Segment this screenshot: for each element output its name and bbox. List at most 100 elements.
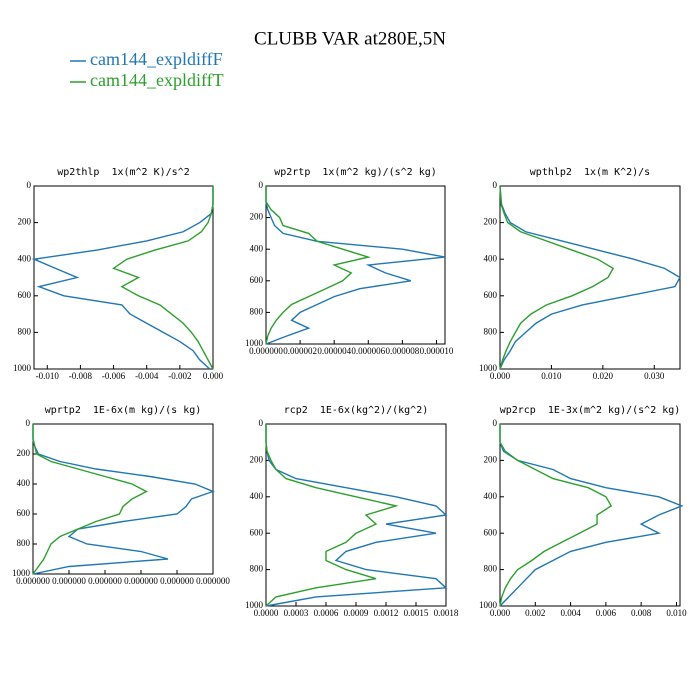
profile-line — [265, 424, 448, 607]
x-tick-label: -0.010 — [36, 371, 60, 381]
x-tick-label: 0.000 — [490, 608, 511, 618]
profile-line — [265, 186, 371, 345]
y-tick-label: 0 — [493, 418, 498, 428]
x-tick-label: 0.000000 — [196, 576, 230, 586]
x-tick-label: 0.010 — [541, 371, 562, 381]
y-tick-label: 200 — [250, 454, 264, 464]
plot-frame — [265, 185, 446, 345]
subplot-title: wp2rtp 1x(m^2 kg)/(s^2 kg) — [274, 167, 437, 178]
x-tick-label: 0.030 — [644, 371, 665, 381]
subplot-title: wp2rcp 1E-3x(m^2 kg)/(s^2 kg) — [500, 405, 681, 416]
y-tick-label: 1000 — [245, 600, 264, 610]
x-tick-label: 0.0012 — [374, 608, 399, 618]
y-tick-label: 1000 — [245, 338, 264, 348]
x-tick-label: 0.0018 — [434, 608, 459, 618]
y-tick-label: 200 — [484, 454, 498, 464]
y-tick-label: 800 — [484, 326, 498, 336]
subplot: wprtp2 1E-6x(m kg)/(s kg) 0 200 400 600 800 10… — [12, 405, 230, 586]
profile-line — [265, 186, 446, 345]
legend-label: cam144_expldiffT — [90, 70, 224, 90]
x-tick-label: 0.0006 — [314, 608, 339, 618]
y-tick-label: 1000 — [12, 568, 31, 578]
subplot: wpthlp2 1x(m K^2)/s 0 200 400 600 800 10000.00… — [479, 167, 681, 381]
profile-line — [265, 424, 399, 607]
x-tick-label: 0.000006 — [351, 346, 385, 356]
y-tick-label: 600 — [250, 527, 264, 537]
y-tick-label: 400 — [250, 491, 264, 501]
subplot: wp2thlp 1x(m^2 K)/s^2 0 200 400 600 800 1000 -0… — [13, 167, 224, 381]
x-tick-label: 0.010 — [666, 608, 687, 618]
x-tick-label: 0.000000 — [16, 576, 50, 586]
subplot-title: wp2thlp 1x(m^2 K)/s^2 — [57, 167, 189, 178]
y-tick-label: 600 — [250, 275, 264, 285]
x-tick-label: 0.020 — [593, 371, 614, 381]
x-tick-label: 0.000010 — [420, 346, 454, 356]
x-tick-label: 0.008 — [631, 608, 652, 618]
x-tick-label: 0.000000 — [88, 576, 122, 586]
x-tick-label: -0.004 — [135, 371, 159, 381]
x-tick-label: 0.000004 — [317, 346, 351, 356]
plot-frame — [499, 423, 681, 607]
x-tick-label: -0.002 — [168, 371, 191, 381]
x-tick-label: 0.000000 — [124, 576, 158, 586]
y-tick-label: 200 — [484, 217, 498, 227]
y-tick-label: 1000 — [479, 600, 498, 610]
x-tick-label: 0.000 — [203, 371, 224, 381]
y-tick-label: 800 — [18, 326, 32, 336]
profile-line — [499, 424, 613, 607]
y-tick-label: 800 — [484, 564, 498, 574]
profile-line — [499, 185, 615, 370]
y-tick-label: 0 — [259, 180, 264, 190]
plot-frame — [33, 185, 214, 370]
x-tick-label: 0.004 — [560, 608, 581, 618]
y-tick-label: 800 — [17, 538, 31, 548]
y-tick-label: 0 — [27, 180, 32, 190]
y-tick-label: 600 — [484, 527, 498, 537]
plot-frame — [32, 423, 214, 575]
y-tick-label: 200 — [17, 448, 31, 458]
y-tick-label: 800 — [250, 306, 264, 316]
x-tick-label: 0.0015 — [404, 608, 429, 618]
x-tick-label: 0.0000 — [254, 608, 279, 618]
x-tick-label: 0.000002 — [283, 346, 317, 356]
y-tick-label: 200 — [250, 212, 264, 222]
y-tick-label: 800 — [250, 564, 264, 574]
profile-line — [31, 186, 214, 370]
subplot-title: wprtp2 1E-6x(m kg)/(s kg) — [45, 405, 202, 416]
x-tick-label: 0.000000 — [160, 576, 194, 586]
x-tick-label: 0.000008 — [386, 346, 420, 356]
y-tick-label: 0 — [493, 180, 498, 190]
x-tick-label: 0.0003 — [284, 608, 309, 618]
profile-line — [32, 424, 148, 575]
x-tick-label: 0.000000 — [249, 346, 283, 356]
subplot: wp2rcp 1E-3x(m^2 kg)/(s^2 kg)0 200 400 600 8… — [479, 405, 687, 618]
legend-label: cam144_expldiffF — [90, 49, 223, 69]
x-tick-label: 0.000 — [490, 371, 511, 381]
x-tick-label: -0.008 — [69, 371, 93, 381]
y-tick-label: 400 — [484, 491, 498, 501]
y-tick-label: 400 — [18, 253, 32, 263]
y-tick-label: 400 — [250, 243, 264, 253]
subplot-title: rcp2 1E-6x(kg^2)/(kg^2) — [284, 405, 429, 416]
y-tick-label: 0 — [26, 418, 31, 428]
y-tick-label: 1000 — [479, 363, 498, 373]
y-tick-label: 200 — [18, 217, 32, 227]
profile-line — [32, 424, 215, 575]
y-tick-label: 0 — [259, 418, 264, 428]
y-tick-label: 400 — [484, 253, 498, 263]
y-tick-label: 600 — [17, 508, 31, 518]
subplot-title: wpthlp2 1x(m K^2)/s — [530, 167, 650, 178]
subplot: wp2rtp 1x(m^2 kg)/(s^2 kg) 0 200 400 600 800 1… — [245, 167, 454, 356]
x-tick-label: -0.006 — [102, 371, 126, 381]
x-tick-label: 0.006 — [596, 608, 617, 618]
x-tick-label: 0.000000 — [52, 576, 86, 586]
profile-line — [499, 185, 681, 370]
x-tick-label: 0.002 — [525, 608, 545, 618]
plot-frame — [265, 423, 447, 607]
plot-frame — [499, 185, 681, 370]
profile-line — [112, 186, 214, 370]
subplot: rcp2 1E-6x(kg^2)/(kg^2) 0 200 400 600 800 1000… — [245, 405, 459, 618]
y-tick-label: 400 — [17, 478, 31, 488]
y-tick-label: 600 — [484, 290, 498, 300]
